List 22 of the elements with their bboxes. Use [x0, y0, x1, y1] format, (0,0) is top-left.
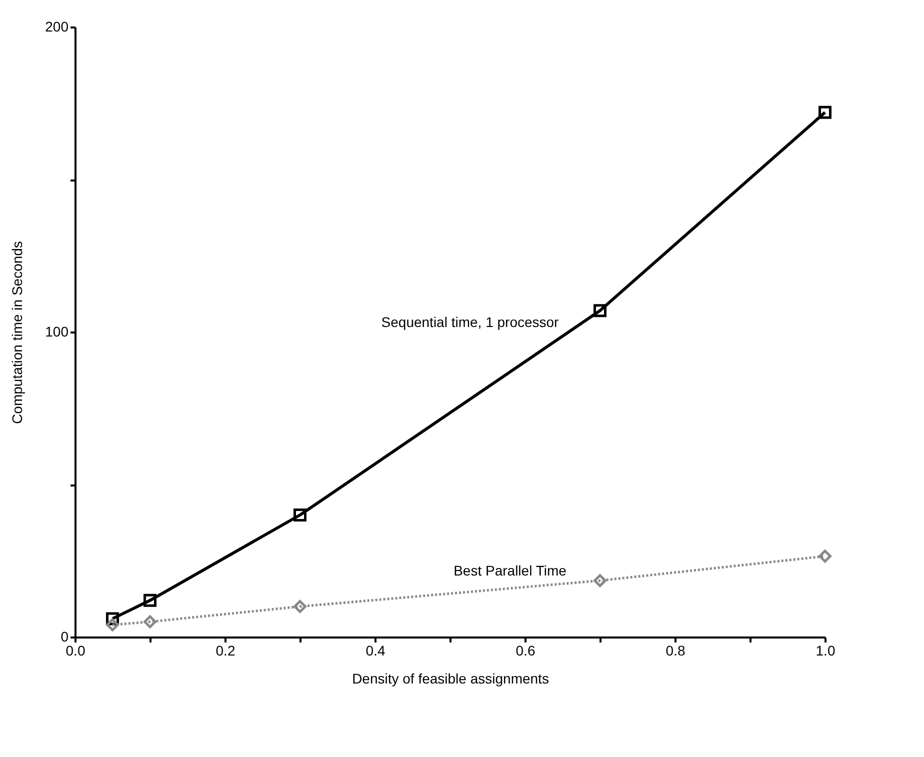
point	[818, 550, 832, 563]
series-label: Sequential time, 1 processor	[381, 314, 560, 330]
x-tick-label: 0.6	[516, 642, 536, 658]
point	[144, 615, 156, 628]
point	[594, 304, 606, 318]
series-label: Best Parallel Time	[454, 562, 567, 579]
point	[594, 574, 606, 588]
x-tick-label: 0.0	[66, 642, 86, 658]
point	[106, 618, 119, 632]
point	[294, 508, 306, 522]
y-tick-label: 0	[60, 628, 69, 644]
point	[144, 594, 156, 607]
x-tick-label: 1.0	[816, 642, 836, 658]
x-tick-label: 0.2	[216, 642, 236, 658]
point	[818, 106, 832, 119]
y-tick-label: 200	[45, 18, 69, 34]
point	[294, 600, 306, 613]
x-axis-title: Density of feasible assignments	[352, 670, 549, 686]
y-axis-title: Computation time in Seconds	[9, 241, 26, 424]
x-tick-label: 0.8	[666, 642, 686, 658]
x-tick-label: 0.4	[366, 642, 386, 658]
y-tick-label: 100	[45, 324, 69, 340]
